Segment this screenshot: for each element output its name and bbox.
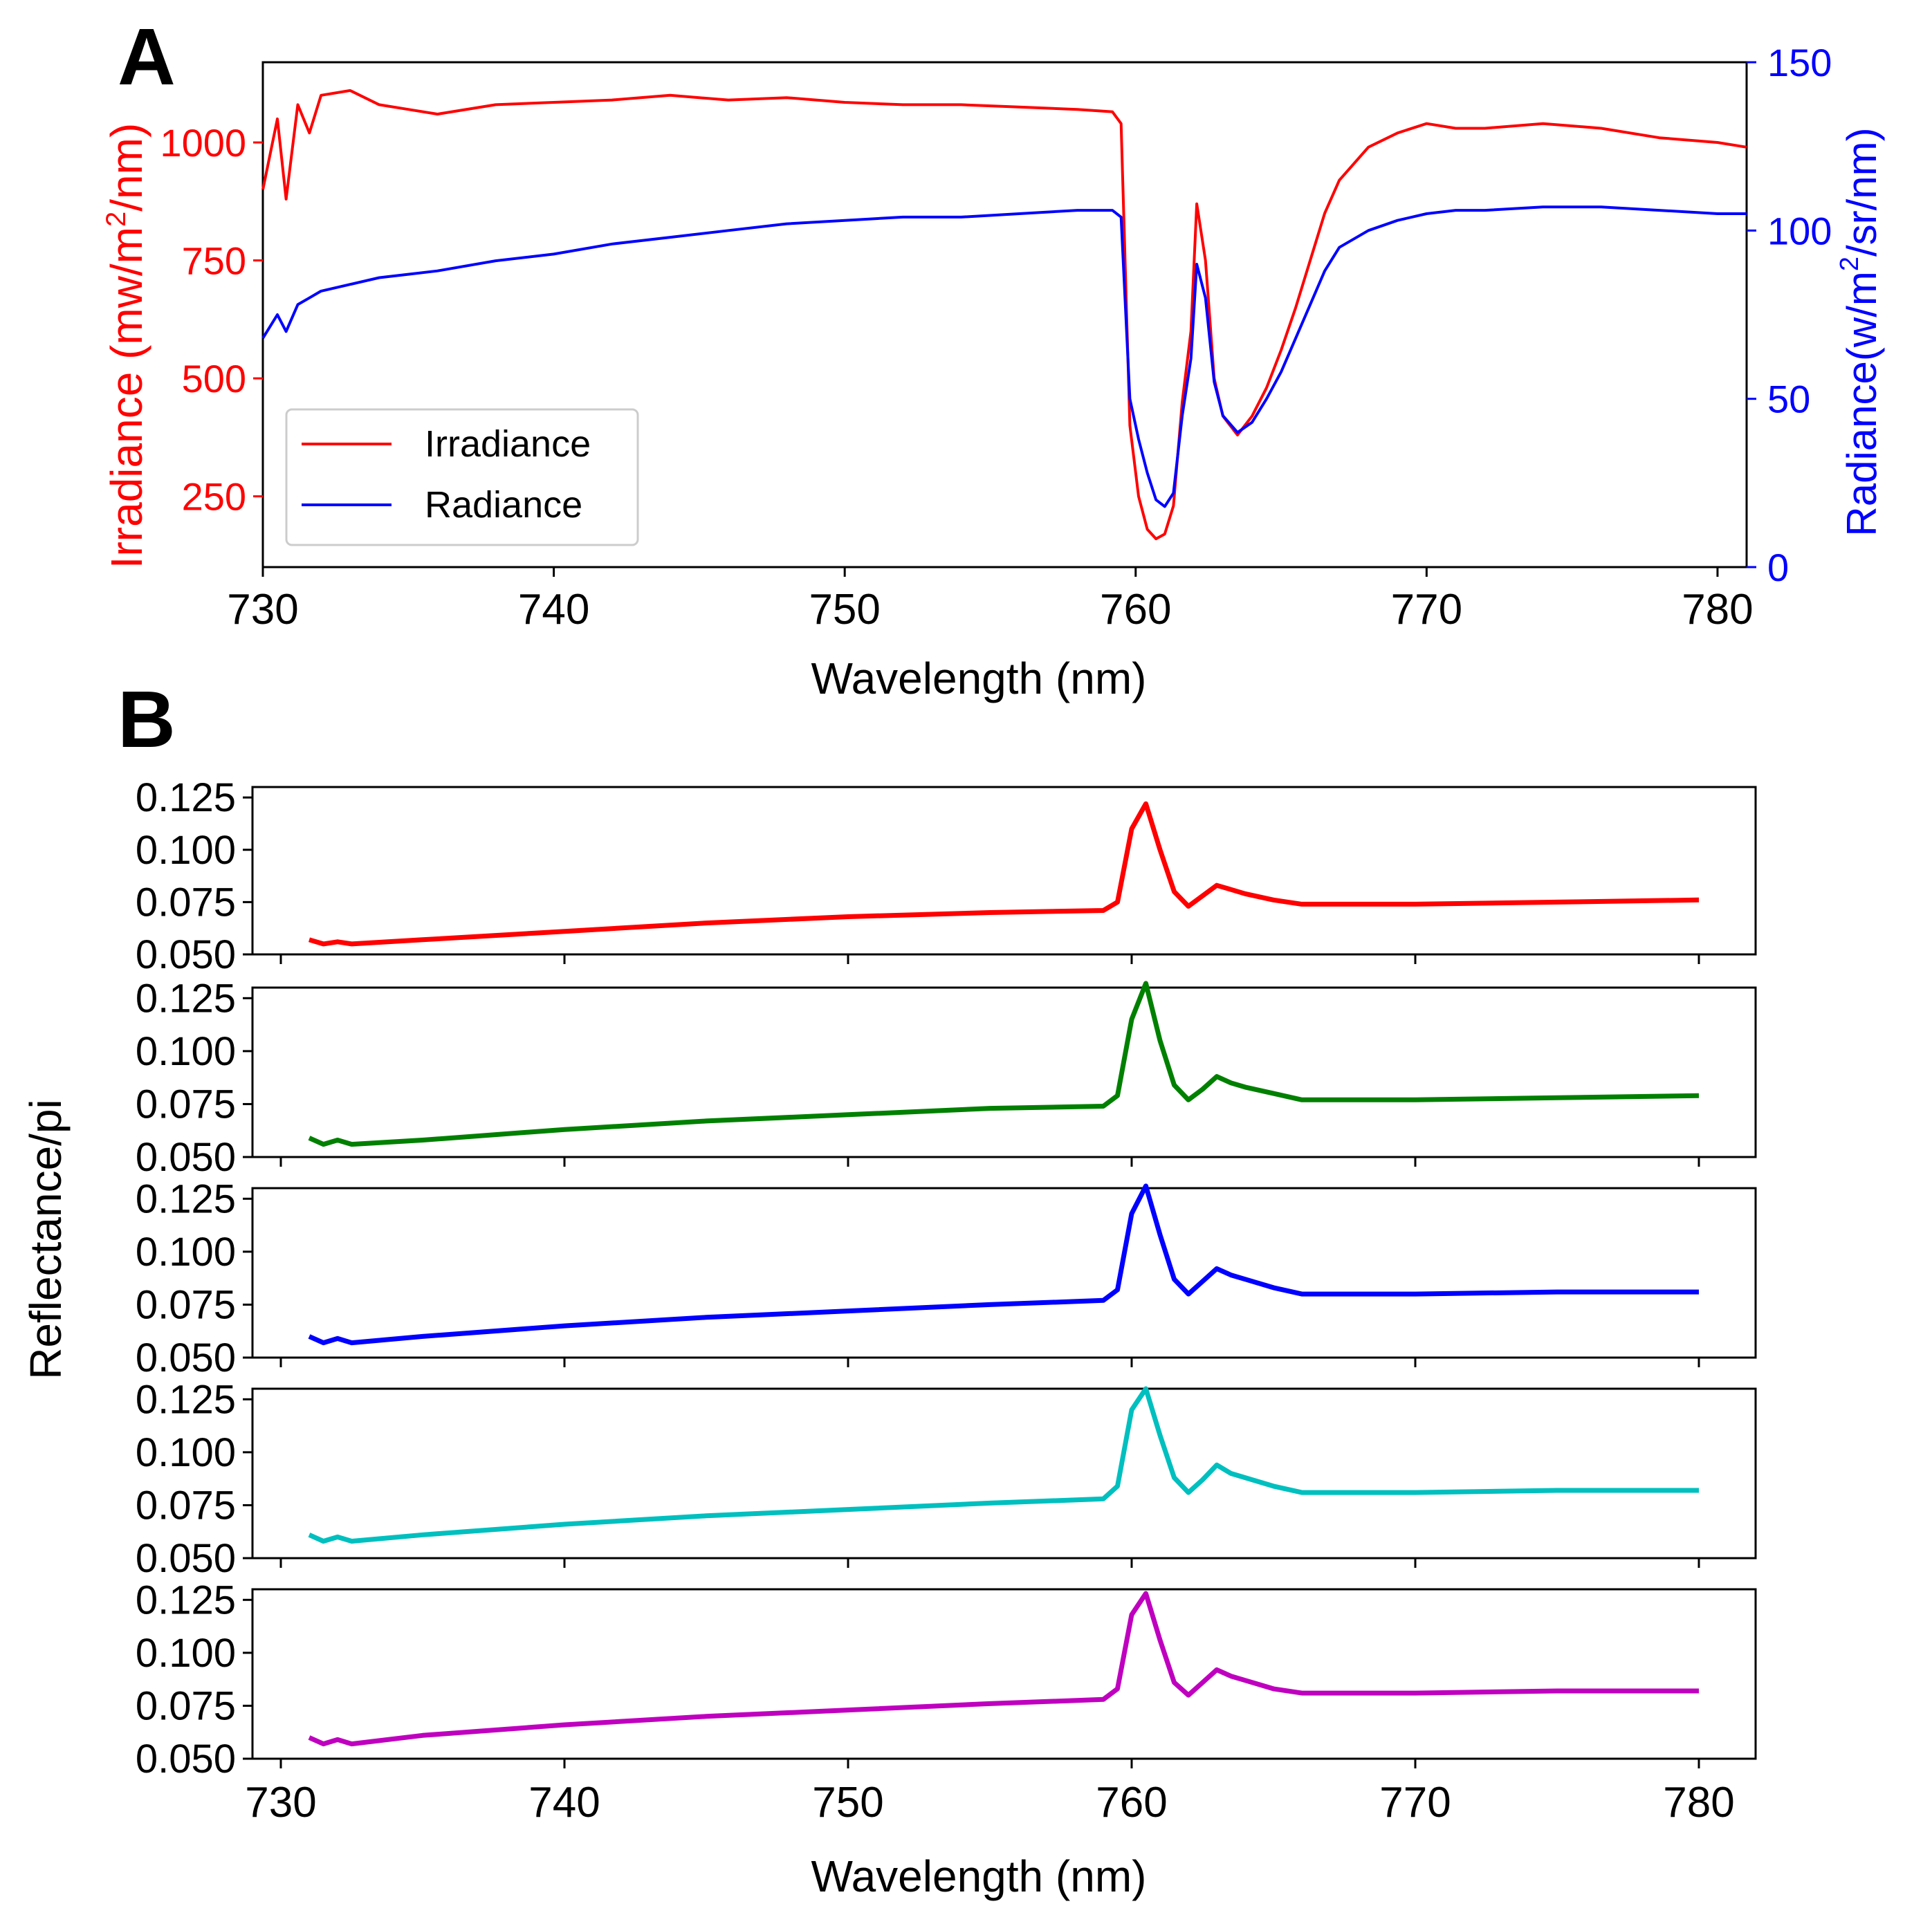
panel-a-x-tick-label: 760 <box>1100 586 1171 633</box>
panel-a-line-radiance <box>261 205 1747 508</box>
panel-a-right-y-axis-label: Radiance(w/m2/sr/nm) <box>1835 127 1885 536</box>
panel-b-x-ticks: 730 740 750 760 770 780 <box>245 1779 1734 1826</box>
panel-b-x-axis-label: Wavelength (nm) <box>811 1851 1147 1901</box>
panel-b-subplot-frame <box>251 786 1757 956</box>
panel-b-subplot: 0.050 0.075 0.100 0.125 <box>136 976 1757 1180</box>
panel-a-right-y-ticks: 0 50 100 150 <box>1747 41 1832 589</box>
panel-b-y-axis-label: Reflectance/pi <box>21 1099 71 1380</box>
panel-b-y-tick-label: 0.125 <box>136 1176 236 1221</box>
panel-b-label: B <box>118 674 176 764</box>
panel-b-reflectance-line <box>308 1591 1699 1747</box>
panel-b-subplot: 0.050 0.075 0.100 0.125 <box>136 1578 1757 1782</box>
panel-a-left-y-axis-label: Irradiance (mw/m2/nm) <box>101 123 151 569</box>
legend-label-irradiance: Irradiance <box>425 423 591 465</box>
panel-a-right-y-tick-label: 0 <box>1767 546 1789 589</box>
panel-b-subplots: 0.0500.0750.1000.1250.0500.0750.1000.125… <box>136 775 1757 1782</box>
panel-b-subplot-frame <box>251 986 1757 1158</box>
panel-a-left-y-tick-label: 750 <box>182 239 246 283</box>
panel-b-y-tick-label: 0.050 <box>136 1335 236 1380</box>
panel-b-y-tick-label: 0.100 <box>136 1631 236 1676</box>
panel-a-left-y-tick-label: 500 <box>182 357 246 400</box>
panel-b-x-tick-label: 750 <box>812 1779 883 1826</box>
panel-b-y-tick-label: 0.100 <box>136 828 236 873</box>
panel-b-y-tick-label: 0.075 <box>136 1683 236 1728</box>
right-y-label-pre: Radiance(w/m <box>1839 271 1885 536</box>
panel-b-x-tick-label: 780 <box>1663 1779 1734 1826</box>
panel-b-subplot: 0.050 0.075 0.100 0.125 <box>136 1377 1757 1581</box>
panel-b-y-tick-label: 0.125 <box>136 1578 236 1622</box>
panel-b-y-tick-label: 0.100 <box>136 1230 236 1275</box>
panel-a-right-y-tick-label: 150 <box>1767 41 1832 84</box>
panel-b-subplot: 0.050 0.075 0.100 0.125 <box>136 775 1757 977</box>
panel-b-y-tick-label: 0.075 <box>136 1082 236 1127</box>
panel-a-x-tick-label: 770 <box>1391 586 1462 633</box>
panel-a-left-y-ticks: 250 500 750 1000 <box>160 121 263 519</box>
panel-b-reflectance-line <box>308 1183 1699 1346</box>
panel-b-reflectance-line <box>308 981 1700 1147</box>
left-y-label-post: /nm) <box>102 123 151 212</box>
panel-b-x-tick-label: 730 <box>245 1779 316 1826</box>
panel-b-reflectance-line <box>308 1386 1699 1544</box>
panel-b-subplot: 0.050 0.075 0.100 0.125 <box>136 1176 1757 1380</box>
right-y-label-sup: 2 <box>1835 257 1864 271</box>
panel-b-y-tick-label: 0.050 <box>136 1135 236 1180</box>
panel-b-y-tick-label: 0.050 <box>136 932 236 977</box>
panel-b-y-tick-label: 0.100 <box>136 1029 236 1074</box>
panel-a-x-tick-label: 740 <box>518 586 589 633</box>
panel-a-x-ticks: 730 740 750 760 770 780 <box>227 567 1754 633</box>
panel-a-legend: Irradiance Radiance <box>285 408 639 546</box>
panel-b-y-tick-label: 0.100 <box>136 1430 236 1475</box>
panel-a-left-y-tick-label: 250 <box>182 475 246 519</box>
panel-a-x-tick-label: 730 <box>227 586 298 633</box>
panel-a-label: A <box>118 12 176 102</box>
panel-a-x-tick-label: 780 <box>1682 586 1753 633</box>
panel-b-x-tick-label: 740 <box>528 1779 600 1826</box>
panel-a-plot-frame <box>261 61 1748 568</box>
panel-b: B 0.0500.0750.1000.1250.0500.0750.1000.1… <box>21 674 1757 1901</box>
panel-a-x-axis-label: Wavelength (nm) <box>811 654 1147 703</box>
panel-a-x-tick-label: 750 <box>809 586 880 633</box>
panel-b-y-tick-label: 0.050 <box>136 1737 236 1782</box>
panel-b-y-tick-label: 0.050 <box>136 1536 236 1581</box>
left-y-label-pre: Irradiance (mw/m <box>102 227 151 568</box>
panel-b-subplot-frame <box>251 1588 1757 1760</box>
panel-a-right-y-tick-label: 50 <box>1767 378 1810 421</box>
panel-b-y-tick-label: 0.075 <box>136 1282 236 1327</box>
panel-b-y-tick-label: 0.125 <box>136 976 236 1021</box>
panel-b-subplot-frame <box>251 1387 1757 1560</box>
panel-a-series-group <box>261 89 1747 541</box>
right-y-label-post: /sr/nm) <box>1839 127 1885 257</box>
panel-b-x-tick-label: 770 <box>1379 1779 1451 1826</box>
panel-a-left-y-tick-label: 1000 <box>160 121 246 165</box>
panel-a-line-irradiance <box>261 89 1747 541</box>
panel-a-right-y-tick-label: 100 <box>1767 209 1832 252</box>
panel-b-y-tick-label: 0.075 <box>136 880 236 925</box>
panel-b-y-tick-label: 0.125 <box>136 1377 236 1422</box>
panel-b-y-tick-label: 0.125 <box>136 775 236 820</box>
panel-b-x-tick-label: 760 <box>1096 1779 1167 1826</box>
panel-b-subplot-frame <box>251 1187 1757 1359</box>
panel-a: A 730 740 750 760 770 780 250 500 750 1000 0 50 10… <box>101 12 1885 703</box>
panel-b-reflectance-line <box>309 801 1700 947</box>
legend-label-radiance: Radiance <box>425 484 582 526</box>
panel-b-y-tick-label: 0.075 <box>136 1483 236 1528</box>
left-y-label-sup: 2 <box>101 212 131 227</box>
